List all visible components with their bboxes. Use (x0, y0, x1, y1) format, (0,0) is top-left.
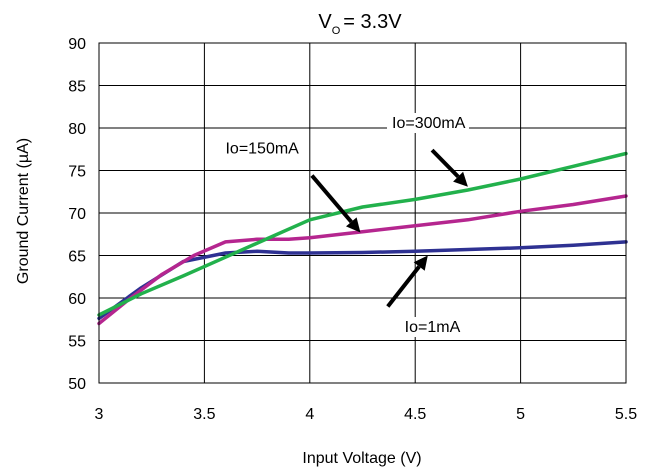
series-line-io-1ma (97, 240, 628, 321)
series-line-io-300ma (97, 151, 628, 317)
y-tick-label: 60 (68, 291, 86, 308)
x-tick-label: 3 (95, 406, 104, 423)
y-tick-label: 80 (68, 121, 86, 138)
annotation-arrow-head (413, 255, 428, 271)
y-tick-label: 65 (68, 249, 86, 266)
y-tick-label: 75 (68, 164, 86, 181)
x-tick-label: 4 (305, 406, 314, 423)
annotation-arrow-shaft (430, 148, 460, 179)
y-axis-label: Ground Current (µA) (15, 138, 32, 284)
x-tick-label: 5 (516, 406, 525, 423)
annotation-label-io-300ma: Io=300mA (392, 115, 466, 132)
y-tick-label: 85 (68, 79, 86, 96)
plot-frame (98, 42, 627, 384)
y-tick-label: 90 (68, 36, 86, 53)
gridlines (98, 42, 627, 384)
x-axis-label: Input Voltage (V) (302, 450, 421, 467)
x-tick-label: 4.5 (404, 406, 426, 423)
series-lines (97, 151, 628, 326)
annotation-arrow-shaft (386, 265, 421, 308)
annotation-arrow-shaft (310, 174, 353, 224)
annotations: Io=300mA Io=150mA Io=1mA (220, 113, 470, 337)
y-tick-label: 55 (68, 334, 86, 351)
annotation-label-io-150ma: Io=150mA (225, 141, 299, 158)
y-tick-label: 70 (68, 206, 86, 223)
annotation-label-bg (387, 113, 470, 133)
annotation-arrow-head (453, 171, 468, 187)
annotation-label-bg (220, 138, 303, 159)
series-line-io-150ma (97, 194, 628, 326)
tick-labels: 3 3.5 4 4.5 5 5.5 50 55 60 65 70 75 80 85 90 (68, 36, 637, 423)
annotation-label-io-1ma: Io=1mA (405, 319, 461, 336)
x-tick-label: 3.5 (193, 406, 215, 423)
x-tick-label: 5.5 (615, 406, 637, 423)
chart-title: VO = 3.3V (318, 11, 402, 37)
annotation-label-bg (399, 317, 464, 337)
y-tick-label: 50 (68, 376, 86, 393)
annotation-arrow-head (346, 217, 361, 233)
